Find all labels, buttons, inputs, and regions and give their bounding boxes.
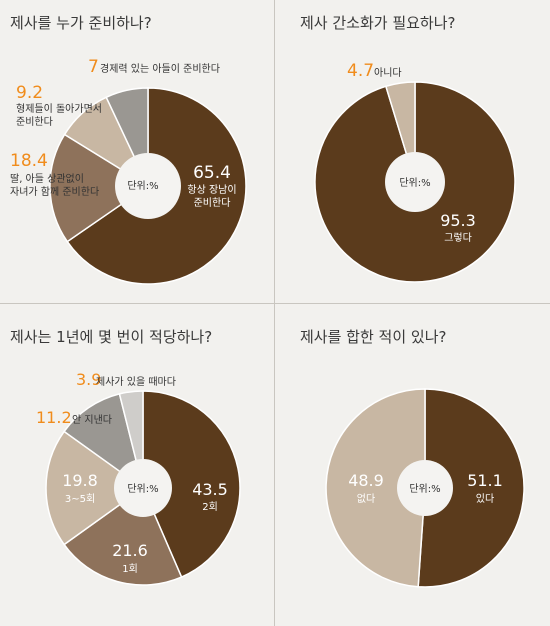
chart-1-unit-label: 단위:% — [127, 179, 158, 192]
chart-4-value-label-1: 51.1 — [467, 471, 503, 490]
chart-2-center-hole — [385, 152, 445, 212]
chart-3-category-label-1: 2회 — [202, 501, 218, 513]
chart-4-unit-label: 단위:% — [409, 482, 440, 495]
chart-3-value-label-2: 21.6 — [112, 541, 148, 560]
chart-3-slice-1 — [142, 390, 241, 579]
chart-4-category-label-2: 없다 — [357, 492, 375, 505]
chart-3-value-label-3: 19.8 — [62, 471, 98, 490]
chart-3-category-label-3: 3~5회 — [65, 493, 95, 505]
chart-3-unit-label: 단위:% — [127, 482, 158, 495]
chart-3-category-label-2: 1회 — [122, 563, 138, 575]
chart-3-value-label-1: 43.5 — [192, 480, 228, 499]
chart-4-center-hole — [397, 460, 453, 516]
chart-1-category-label-1-line-2: 준비한다 — [194, 197, 231, 209]
chart-1-category-label-2-line-2: 자녀가 함께 준비한다 — [10, 186, 99, 198]
divider-vertical — [274, 0, 275, 626]
chart-3-category-label-5: 제사가 있을 때마다 — [96, 376, 176, 388]
chart-3-title: 제사는 1년에 몇 번이 적당하나? — [10, 328, 213, 346]
chart-3-value-label-5: 3.9 — [76, 370, 101, 389]
chart-2-value-label-1: 95.3 — [440, 211, 476, 230]
chart-1-value-label-1: 65.4 — [193, 163, 231, 183]
chart-2-category-label-2: 아니다 — [374, 67, 402, 79]
chart-1-category-label-3: 형제들이 돌아가면서 — [16, 103, 102, 115]
chart-1-value-label-2: 18.4 — [10, 151, 48, 171]
chart-2-category-label-1: 그렇다 — [444, 231, 472, 244]
chart-2-unit-label: 단위:% — [399, 176, 430, 189]
chart-4-slice-2 — [325, 388, 426, 588]
chart-1-title: 제사를 누가 준비하나? — [10, 14, 152, 32]
chart-1-category-label-2: 딸, 아들 상관없이 — [10, 172, 84, 185]
chart-1-slice-2 — [49, 133, 150, 243]
divider-horizontal — [0, 303, 550, 304]
chart-3-category-label-4: 안 지낸다 — [72, 414, 112, 426]
chart-4-title: 제사를 합한 적이 있나? — [300, 328, 447, 346]
chart-1-category-label-1: 항상 장남이 — [187, 184, 236, 196]
chart-4-slice-1 — [417, 388, 525, 588]
chart-3-slice-3 — [45, 430, 145, 546]
chart-1-category-label-3-line-2: 준비한다 — [16, 116, 53, 128]
chart-4-category-label-1: 있다 — [476, 493, 494, 505]
chart-1-category-label-4: 경제력 있는 아들이 준비한다 — [100, 62, 220, 75]
chart-1-value-label-3: 9.2 — [16, 83, 43, 103]
chart-4-value-label-2: 48.9 — [348, 471, 384, 490]
chart-1-center-hole — [115, 153, 181, 219]
chart-1-value-label-4: 7 — [88, 57, 99, 77]
chart-3-slice-4 — [63, 392, 145, 490]
chart-2-value-label-2: 4.7 — [347, 61, 374, 81]
chart-3-center-hole — [114, 459, 172, 517]
chart-2-title: 제사 간소화가 필요하나? — [300, 14, 456, 32]
chart-3-value-label-4: 11.2 — [36, 408, 72, 427]
